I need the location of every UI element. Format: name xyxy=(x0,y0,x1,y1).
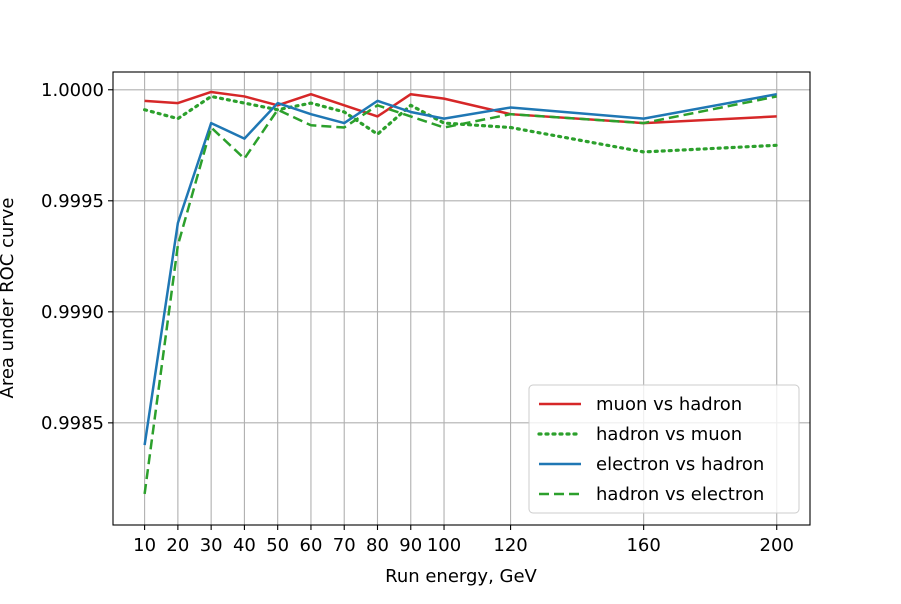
x-tick-label: 80 xyxy=(366,535,389,556)
x-axis-label: Run energy, GeV xyxy=(385,566,537,587)
x-tick-label: 160 xyxy=(626,535,660,556)
legend-box xyxy=(528,384,800,514)
x-tick-label: 60 xyxy=(300,535,323,556)
series-line-electron-vs-hadron xyxy=(143,92,777,446)
legend-label: electron vs hadron xyxy=(596,454,764,475)
y-tick-label: 1.0000 xyxy=(41,80,104,101)
series-line-hadron-vs-muon xyxy=(143,94,779,154)
x-tick-label: 90 xyxy=(399,535,422,556)
x-tick-label: 200 xyxy=(760,535,794,556)
x-tick-label: 50 xyxy=(266,535,289,556)
legend-label: hadron vs electron xyxy=(596,484,764,505)
x-tick-label: 100 xyxy=(427,535,461,556)
plot-frame xyxy=(112,71,811,526)
y-tick-label: 0.9990 xyxy=(41,302,104,323)
y-axis-label: Area under ROC curve xyxy=(0,198,18,399)
y-tick-label: 0.9995 xyxy=(41,191,104,212)
series-line-hadron-vs-electron xyxy=(143,95,777,495)
x-tick-label: 30 xyxy=(200,535,223,556)
grid-lines xyxy=(113,72,810,525)
axis-ticks: 10 20 30 40 50 60 70 80 90 100 120 160 200 0.9985 0.99… xyxy=(41,80,794,556)
legend-label: hadron vs muon xyxy=(596,424,742,445)
x-tick-label: 10 xyxy=(133,535,156,556)
x-tick-label: 120 xyxy=(493,535,527,556)
y-tick-label: 0.9985 xyxy=(41,413,104,434)
x-tick-label: 70 xyxy=(333,535,356,556)
legend-label: muon vs hadron xyxy=(596,394,742,415)
x-tick-label: 40 xyxy=(233,535,256,556)
series-lines xyxy=(143,90,779,495)
legend: muon vs hadron hadron vs muon electron vs … xyxy=(528,384,800,514)
x-tick-label: 20 xyxy=(166,535,189,556)
